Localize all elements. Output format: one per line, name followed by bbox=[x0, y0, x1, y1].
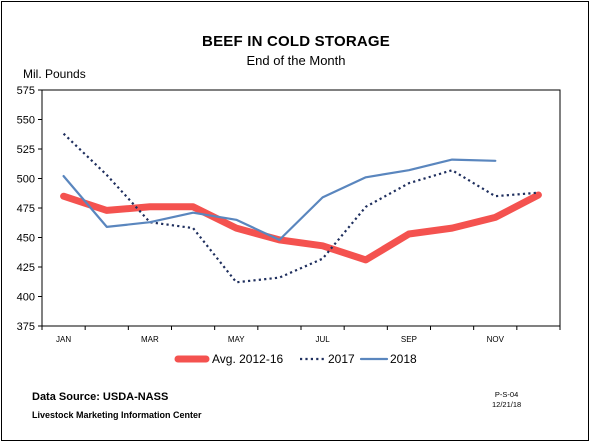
y-tick-label: 575 bbox=[17, 85, 35, 97]
chart-subtitle: End of the Month bbox=[246, 53, 346, 68]
chart-date: 12/21/18 bbox=[492, 400, 522, 409]
y-tick-label: 425 bbox=[17, 262, 35, 274]
data-source: Data Source: USDA-NASS bbox=[32, 391, 169, 403]
y-tick-label: 500 bbox=[17, 174, 35, 186]
series-line-2017 bbox=[62, 132, 539, 284]
x-tick-label: JUL bbox=[315, 335, 330, 344]
y-tick-label: 400 bbox=[17, 292, 35, 304]
series-line-2018 bbox=[62, 158, 497, 241]
x-tick-label: SEP bbox=[401, 335, 417, 344]
x-tick-label: MAR bbox=[141, 335, 159, 344]
legend-label: Avg. 2012-16 bbox=[212, 352, 283, 366]
chart-code-id: P-S-04 bbox=[494, 390, 519, 399]
series-group bbox=[60, 132, 542, 284]
legend-label: 2018 bbox=[390, 352, 417, 366]
x-tick-label: MAY bbox=[228, 335, 245, 344]
chart-code: P-S-04 12/21/18 bbox=[492, 390, 521, 410]
y-tick-label: 550 bbox=[17, 115, 35, 127]
legend: Avg. 2012-16 2017 2018 bbox=[174, 352, 417, 366]
x-tick-label: JAN bbox=[56, 335, 71, 344]
y-tick-label: 475 bbox=[17, 203, 35, 215]
y-tick-label: 450 bbox=[17, 233, 35, 245]
chart-title: BEEF IN COLD STORAGE bbox=[202, 33, 390, 50]
x-tick-label: NOV bbox=[487, 335, 505, 344]
y-tick-label: 375 bbox=[17, 321, 35, 333]
legend-label: 2017 bbox=[328, 352, 355, 366]
y-axis: 375 400 425 450 475 500 525 550 575 bbox=[17, 85, 42, 333]
y-tick-label: 525 bbox=[17, 144, 35, 156]
y-axis-label: Mil. Pounds bbox=[23, 67, 86, 81]
series-line-avg-2012-16 bbox=[60, 191, 542, 264]
x-axis: JAN MAR MAY JUL SEP NOV bbox=[41, 326, 561, 344]
organization-name: Livestock Marketing Information Center bbox=[32, 410, 202, 420]
